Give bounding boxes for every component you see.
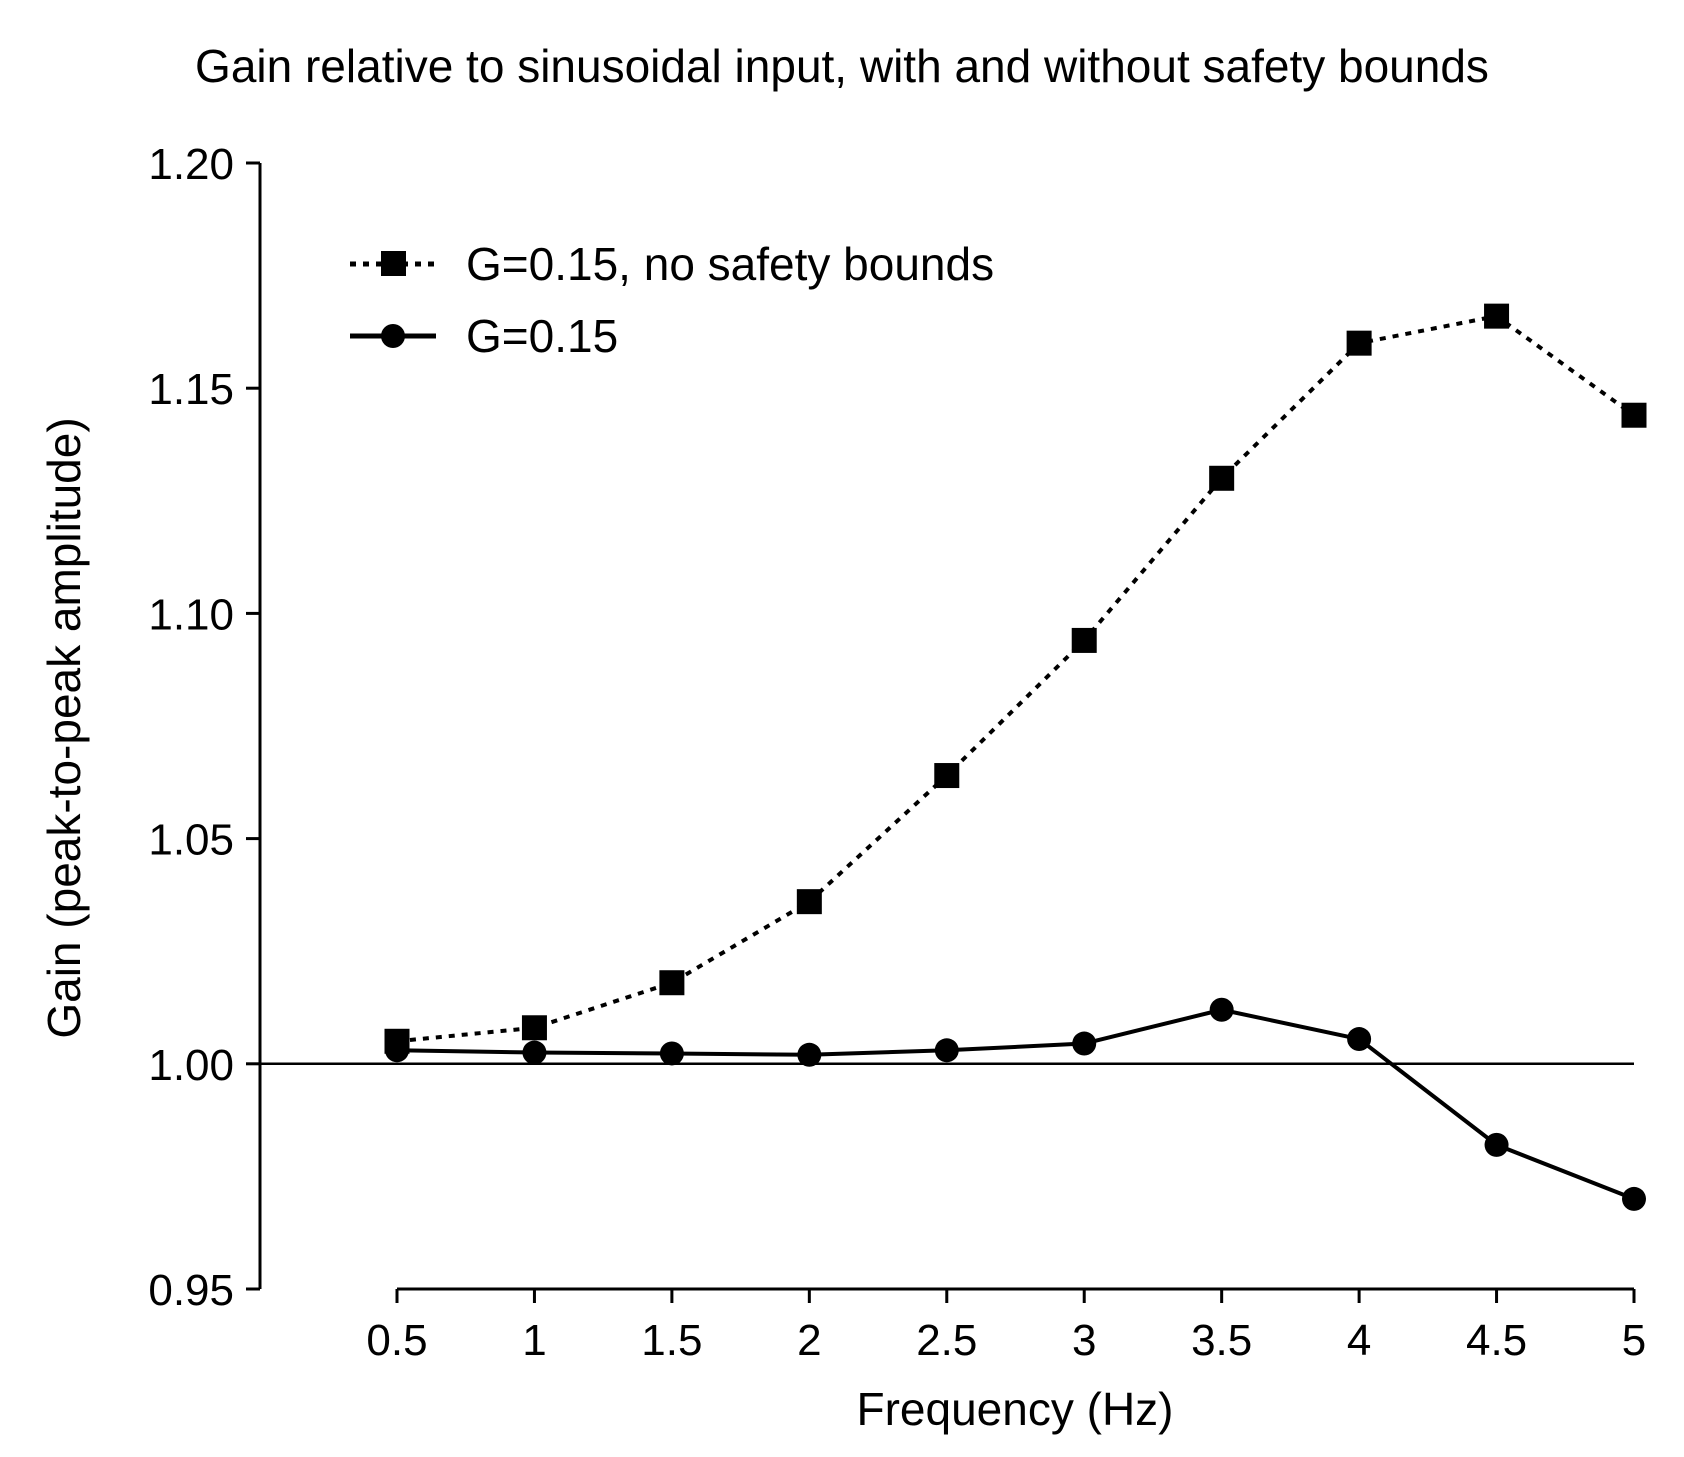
x-tick-label: 2 <box>797 1316 821 1365</box>
x-tick-label: 4.5 <box>1466 1316 1527 1365</box>
data-point-circle <box>659 1041 684 1066</box>
x-tick-label: 0.5 <box>366 1316 427 1365</box>
x-tick-label: 2.5 <box>916 1316 977 1365</box>
data-point-circle <box>1072 1031 1097 1056</box>
data-point-circle <box>934 1038 959 1063</box>
legend-item-no-safety-bounds: G=0.15, no safety bounds <box>350 238 994 290</box>
x-axis-title: Frequency (Hz) <box>857 1383 1174 1435</box>
y-tick-label: 1.20 <box>148 140 234 189</box>
data-point-circle <box>1209 997 1234 1022</box>
y-tick-label: 1.05 <box>148 816 234 865</box>
y-tick-label: 1.15 <box>148 365 234 414</box>
x-tick-label: 5 <box>1622 1316 1646 1365</box>
data-point-square <box>1621 402 1647 428</box>
y-ticks: 0.95 1.00 1.05 1.10 1.15 1.20 <box>148 140 260 1315</box>
chart-title: Gain relative to sinusoidal input, with … <box>195 40 1489 92</box>
data-point-circle <box>385 1038 409 1063</box>
data-point-circle <box>797 1042 822 1067</box>
x-tick-label: 1 <box>522 1316 546 1365</box>
legend: G=0.15, no safety bounds G=0.15 <box>350 238 994 362</box>
y-axis-title: Gain (peak-to-peak amplitude) <box>38 417 90 1038</box>
legend-item-with-safety-bounds: G=0.15 <box>350 310 618 362</box>
data-point-circle <box>1347 1027 1372 1052</box>
x-tick-label: 4 <box>1347 1316 1371 1365</box>
legend-label-no-safety-bounds: G=0.15, no safety bounds <box>466 238 994 290</box>
legend-label-with-safety-bounds: G=0.15 <box>466 310 618 362</box>
x-tick-label: 3.5 <box>1191 1316 1252 1365</box>
data-point-square <box>1071 627 1097 653</box>
legend-marker-circle <box>381 324 405 348</box>
data-point-circle <box>1484 1132 1509 1157</box>
series-line-1 <box>396 1007 1635 1201</box>
x-tick-label: 1.5 <box>641 1316 702 1365</box>
y-tick-label: 1.00 <box>148 1041 234 1090</box>
series-layer <box>384 303 1647 1211</box>
legend-marker-square <box>381 251 406 276</box>
data-point-square <box>659 970 685 996</box>
data-point-square <box>1484 303 1510 329</box>
data-point-square <box>1346 330 1372 356</box>
data-point-square <box>934 763 960 789</box>
x-ticks: 0.5 1 1.5 2 2.5 3 3.5 4 4.5 5 <box>366 1289 1646 1365</box>
data-point-circle <box>1622 1186 1646 1211</box>
y-tick-label: 0.95 <box>148 1266 234 1315</box>
y-tick-label: 1.10 <box>148 590 234 639</box>
data-point-square <box>796 889 822 915</box>
series-line-0 <box>396 314 1636 1044</box>
x-tick-label: 3 <box>1072 1316 1096 1365</box>
data-point-circle <box>522 1040 547 1065</box>
data-point-square <box>1209 465 1235 491</box>
data-point-square <box>521 1015 547 1041</box>
